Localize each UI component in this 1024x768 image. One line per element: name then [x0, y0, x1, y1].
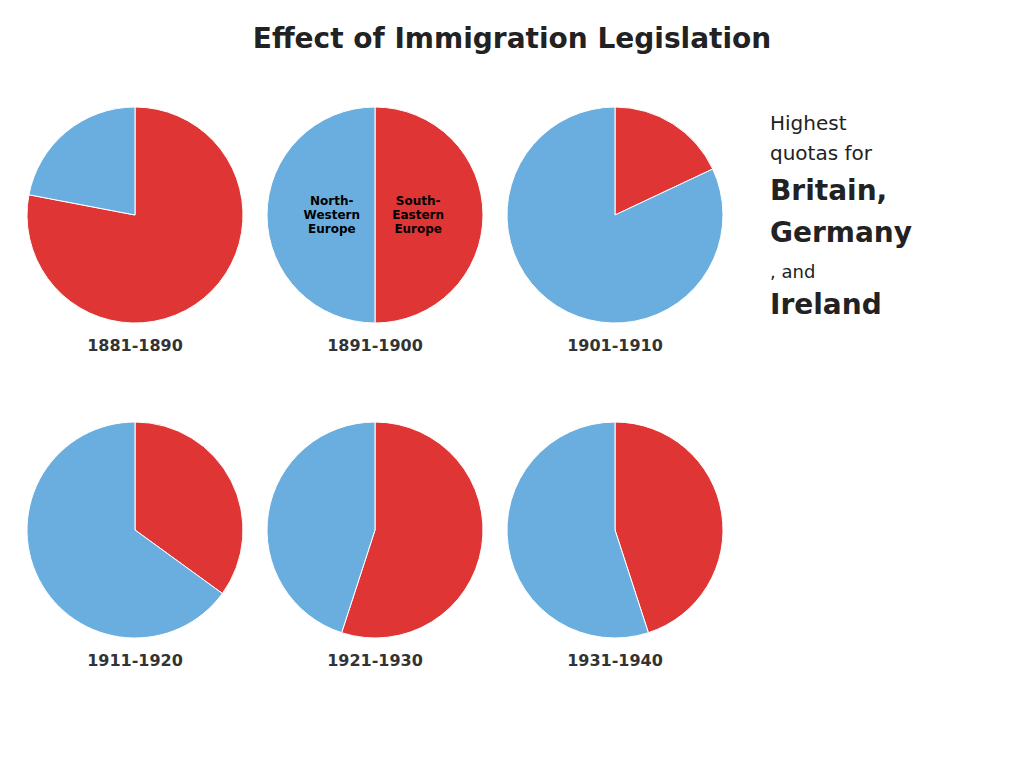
pie-slice	[267, 422, 375, 633]
pie-slice	[507, 422, 648, 638]
pie-title: 1901-1910	[567, 336, 663, 355]
pie-slice	[507, 107, 723, 323]
pie: North-WesternEurope South-EasternEurope	[267, 107, 483, 323]
pie-title: 1911-1920	[87, 651, 183, 670]
pie-title: 1891-1900	[327, 336, 423, 355]
pie	[27, 107, 243, 323]
pie-slice	[29, 107, 135, 215]
pie-title: 1931-1940	[567, 651, 663, 670]
annotation: , and	[770, 261, 815, 282]
chart: Effect of Immigration Legislation 1881-18…	[0, 0, 1024, 768]
pie	[27, 422, 243, 638]
pie-slice	[375, 107, 483, 323]
annotation: Ireland	[770, 288, 882, 321]
annotation: Highest	[770, 111, 847, 135]
pie-slice	[267, 107, 375, 323]
pie	[507, 107, 723, 323]
annotation: Britain,	[770, 174, 887, 207]
annotation: Germany	[770, 216, 912, 249]
slice-label: South-EasternEurope	[392, 194, 444, 236]
title: Effect of Immigration Legislation	[253, 22, 772, 55]
pie-title: 1881-1890	[87, 336, 183, 355]
slice-label: North-WesternEurope	[304, 194, 360, 236]
pie-slice	[27, 422, 222, 638]
pie	[507, 422, 723, 638]
annotation: quotas for	[770, 141, 873, 165]
pie-slice	[27, 107, 243, 323]
pie	[267, 422, 483, 638]
pie-title: 1921-1930	[327, 651, 423, 670]
